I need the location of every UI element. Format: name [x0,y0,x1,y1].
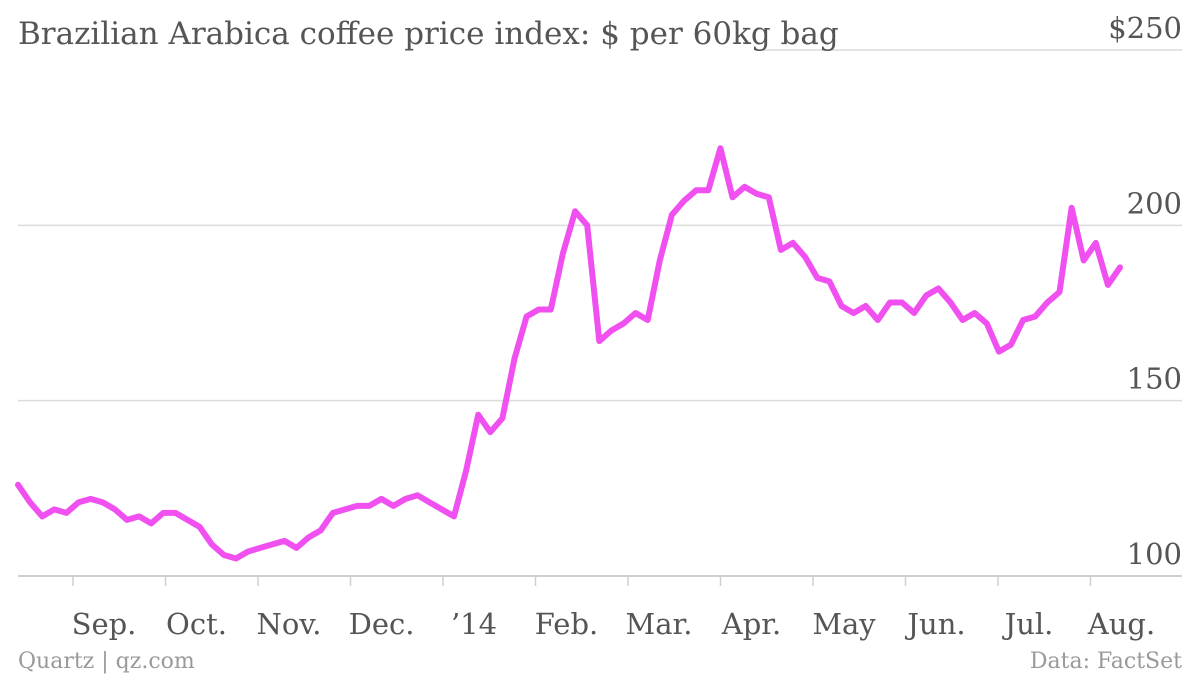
footer-source-right: Data: FactSet [1030,649,1182,674]
x-tick-label-11: Aug. [1087,607,1155,641]
x-tick-label-6: Mar. [626,607,693,641]
x-axis: Sep. Oct. Nov. Dec. ’14 Feb. Mar. Apr. May Jun. Ju… [72,576,1155,641]
y-tick-label-200: 200 [1127,186,1182,220]
y-tick-label-250: $250 [1108,11,1182,45]
x-tick-label-3: Dec. [349,607,415,641]
x-tick-label-2: Nov. [257,607,322,641]
gridlines [18,49,1182,577]
x-tick-label-5: Feb. [535,607,598,641]
footer-source-left: Quartz | qz.com [18,649,195,674]
x-tick-label-4: ’14 [451,607,497,641]
y-tick-label-150: 150 [1127,362,1182,396]
y-axis: $250 200 150 100 [1108,11,1182,571]
x-tick-label-7: Apr. [721,607,781,641]
chart-title: Brazilian Arabica coffee price index: $ … [18,16,839,52]
x-tick-label-9: Jun. [904,607,965,641]
y-tick-label-100: 100 [1127,537,1182,571]
x-tick-label-0: Sep. [72,607,137,641]
x-tick-label-10: Jul. [1002,607,1054,641]
series-line-0 [15,145,1123,562]
series-layer [15,145,1123,562]
x-tick-label-8: May [812,607,876,641]
x-tick-label-1: Oct. [166,607,227,641]
